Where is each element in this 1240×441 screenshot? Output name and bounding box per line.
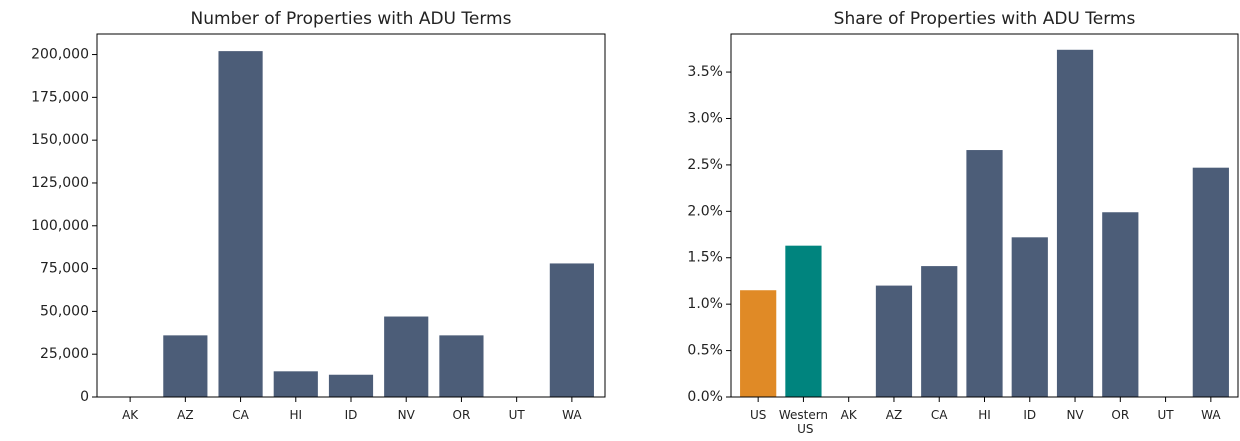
bar — [1011, 237, 1048, 397]
y-tick-label: 175,000 — [31, 89, 89, 105]
bar — [163, 335, 208, 397]
bar — [1192, 167, 1229, 397]
y-tick-label: 50,000 — [40, 303, 89, 319]
bar — [273, 371, 318, 397]
bar — [875, 285, 913, 397]
y-tick-label: 100,000 — [31, 218, 89, 234]
bar — [218, 51, 263, 397]
y-tick-label: 0.0% — [687, 389, 723, 405]
bar — [966, 150, 1003, 397]
y-tick-label: 75,000 — [40, 261, 89, 277]
x-tick-label: OR — [453, 408, 471, 422]
chart-title: Number of Properties with ADU Terms — [191, 9, 512, 29]
x-tick-label: HI — [978, 408, 991, 422]
x-tick-label: HI — [290, 408, 303, 422]
bar — [1056, 49, 1094, 398]
x-tick-label: WA — [1201, 408, 1221, 422]
bar — [785, 245, 822, 397]
x-tick-label: AZ — [886, 408, 902, 422]
y-tick-label: 150,000 — [31, 132, 89, 148]
y-tick-label: 3.0% — [687, 110, 723, 126]
bar — [1102, 212, 1139, 397]
y-tick-label: 2.5% — [687, 157, 723, 173]
x-tick-label: US — [750, 408, 766, 422]
plot-frame — [96, 33, 606, 398]
x-tick-label: ID — [1023, 408, 1036, 422]
y-tick-label: 1.5% — [687, 250, 723, 266]
x-tick-label: WA — [562, 408, 582, 422]
y-tick-label: 0.5% — [687, 343, 723, 359]
bar — [740, 290, 777, 397]
bar — [439, 335, 484, 397]
bar — [921, 266, 958, 397]
y-tick-label: 3.5% — [687, 64, 723, 80]
y-tick-label: 200,000 — [31, 47, 89, 63]
plot-frame — [730, 33, 1239, 398]
x-tick-label: AK — [122, 408, 139, 422]
x-tick-label: AK — [841, 408, 858, 422]
x-tick-label: AZ — [177, 408, 193, 422]
x-tick-label: UT — [509, 408, 526, 422]
x-tick-label: UT — [1158, 408, 1175, 422]
y-tick-label: 1.0% — [687, 296, 723, 312]
y-tick-label: 25,000 — [40, 346, 89, 362]
bar — [384, 316, 429, 397]
y-tick-label: 0 — [80, 389, 89, 405]
x-tick-label: NV — [1066, 408, 1084, 422]
x-tick-label: ID — [345, 408, 358, 422]
x-tick-label: NV — [398, 408, 416, 422]
chart-title: Share of Properties with ADU Terms — [834, 9, 1136, 29]
y-tick-label: 2.0% — [687, 203, 723, 219]
x-tick-label: Western US — [779, 408, 828, 436]
bar — [549, 263, 594, 397]
x-tick-label: CA — [931, 408, 948, 422]
x-tick-label: CA — [232, 408, 249, 422]
bar — [328, 374, 374, 397]
x-tick-label: OR — [1111, 408, 1129, 422]
y-tick-label: 125,000 — [31, 175, 89, 191]
